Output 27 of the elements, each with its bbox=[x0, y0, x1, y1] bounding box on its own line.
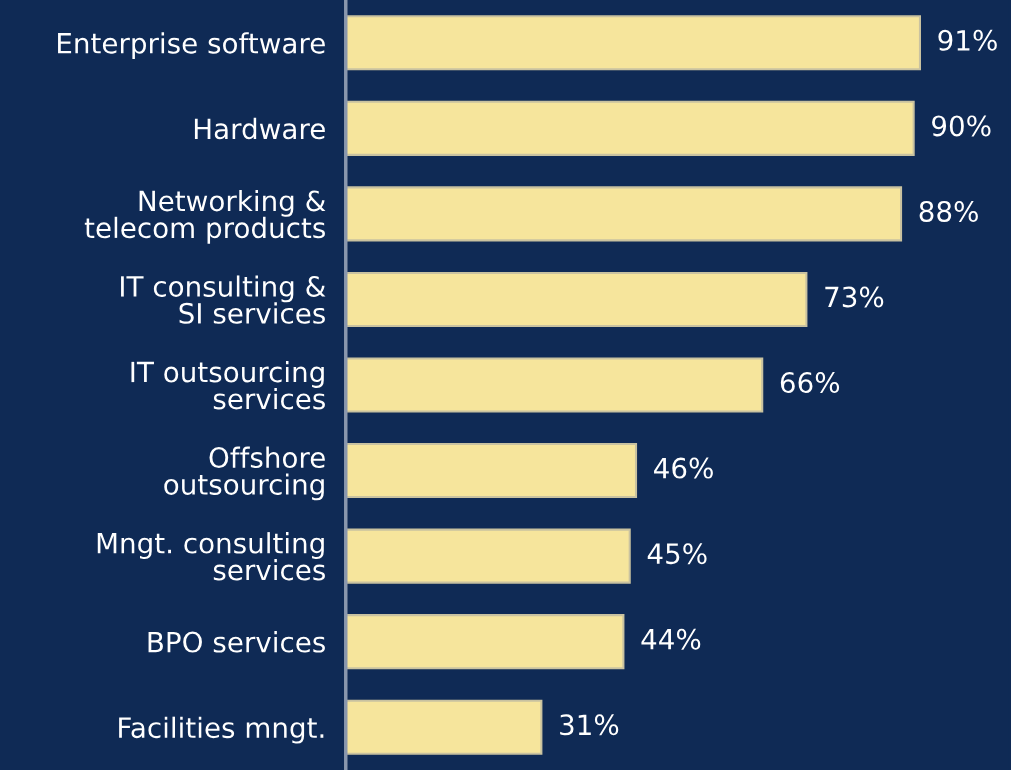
y-tick-label: Mngt. consulting services bbox=[97, 532, 325, 581]
y-tick-label: Hardware bbox=[194, 117, 325, 140]
y-tick-label: Enterprise software bbox=[58, 32, 325, 60]
data-label: 66% bbox=[780, 372, 840, 394]
data-label: 45% bbox=[647, 543, 707, 565]
y-tick-label: Facilities mngt. bbox=[119, 716, 324, 744]
bar bbox=[345, 442, 638, 499]
bar bbox=[345, 271, 808, 328]
data-label: 73% bbox=[825, 286, 884, 308]
y-tick-label: Offshore outsourcing bbox=[164, 446, 325, 501]
data-label: 90% bbox=[932, 115, 991, 137]
y-tick-label: BPO services bbox=[148, 631, 325, 653]
bar bbox=[345, 15, 922, 71]
bar bbox=[345, 614, 625, 670]
y-tick-label: Networking & telecom products bbox=[84, 189, 326, 244]
bar bbox=[345, 357, 764, 413]
data-label: 44% bbox=[641, 628, 701, 650]
y-tick-label: IT consulting & SI services bbox=[121, 275, 326, 324]
data-label: 31% bbox=[560, 714, 619, 736]
y-tick-label: IT outsourcing services bbox=[131, 361, 325, 410]
data-label: 46% bbox=[654, 457, 713, 479]
bar bbox=[345, 699, 543, 755]
bar bbox=[345, 186, 903, 242]
data-label: 91% bbox=[938, 29, 997, 51]
bar bbox=[345, 528, 631, 584]
data-label: 88% bbox=[919, 200, 978, 222]
bar bbox=[345, 100, 915, 156]
